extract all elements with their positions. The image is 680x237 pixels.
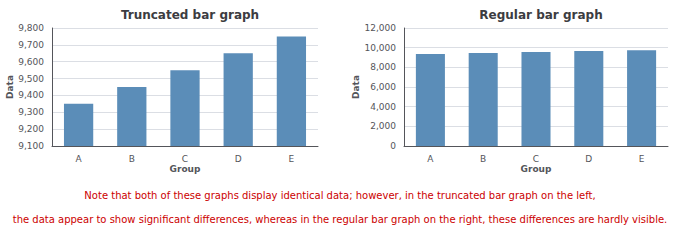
svg-text:Note that both of these graphs: Note that both of these graphs display i…	[84, 190, 595, 201]
svg-text:9,800: 9,800	[18, 23, 44, 33]
svg-text:8,000: 8,000	[370, 62, 396, 72]
svg-text:6,000: 6,000	[370, 82, 396, 92]
svg-text:C: C	[533, 154, 539, 164]
svg-text:Truncated bar graph: Truncated bar graph	[121, 8, 259, 22]
svg-text:E: E	[639, 154, 645, 164]
svg-text:0: 0	[390, 141, 396, 151]
svg-text:B: B	[129, 154, 135, 164]
svg-text:12,000: 12,000	[365, 23, 397, 33]
svg-text:Data: Data	[351, 75, 361, 99]
svg-text:E: E	[289, 154, 295, 164]
svg-text:9,700: 9,700	[18, 40, 44, 50]
svg-text:10,000: 10,000	[365, 43, 397, 53]
svg-text:A: A	[427, 154, 434, 164]
svg-text:C: C	[182, 154, 188, 164]
svg-text:Data: Data	[5, 75, 15, 99]
svg-text:Group: Group	[521, 164, 552, 174]
svg-text:9,500: 9,500	[18, 74, 44, 84]
svg-text:9,200: 9,200	[18, 124, 44, 134]
svg-text:9,400: 9,400	[18, 90, 44, 100]
svg-text:9,600: 9,600	[18, 57, 44, 67]
svg-text:9,100: 9,100	[18, 141, 44, 151]
svg-text:2,000: 2,000	[370, 121, 396, 131]
svg-text:A: A	[76, 154, 83, 164]
svg-text:D: D	[585, 154, 592, 164]
svg-text:Regular bar graph: Regular bar graph	[479, 8, 602, 22]
svg-text:B: B	[480, 154, 486, 164]
svg-text:the data appear to show signif: the data appear to show significant diff…	[13, 214, 668, 225]
svg-text:9,300: 9,300	[18, 107, 44, 117]
svg-text:4,000: 4,000	[370, 102, 396, 112]
svg-text:D: D	[235, 154, 242, 164]
svg-text:Group: Group	[170, 164, 201, 174]
